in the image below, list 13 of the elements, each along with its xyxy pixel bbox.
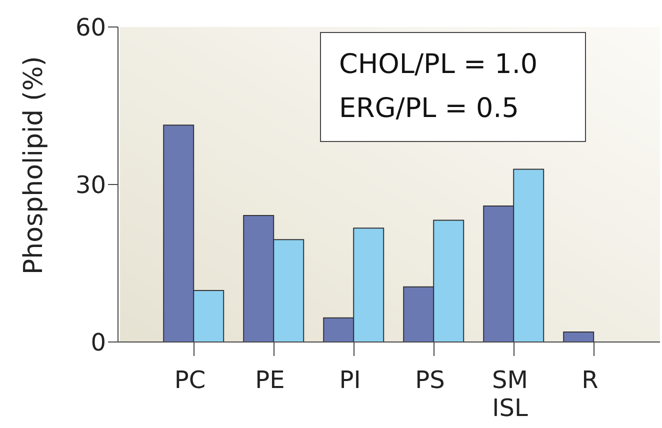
y-tick-label: 30 — [75, 171, 106, 200]
y-tick-label: 0 — [90, 328, 106, 357]
x-tick-label: SM ISL — [492, 366, 528, 422]
y-tick-label: 60 — [75, 14, 106, 42]
annotation: CHOL/PL = 1.0 — [339, 48, 539, 82]
x-tick-label: PS — [415, 366, 445, 394]
bar — [563, 332, 594, 342]
x-tick-label: PI — [339, 366, 361, 394]
x-tick-label: PC — [174, 366, 206, 394]
x-tick-label: R — [582, 366, 598, 394]
x-tick-label: PE — [255, 366, 285, 394]
annotation: ERG/PL = 0.5 — [339, 92, 520, 126]
y-axis-title: Phospholipid (%) — [19, 56, 50, 274]
